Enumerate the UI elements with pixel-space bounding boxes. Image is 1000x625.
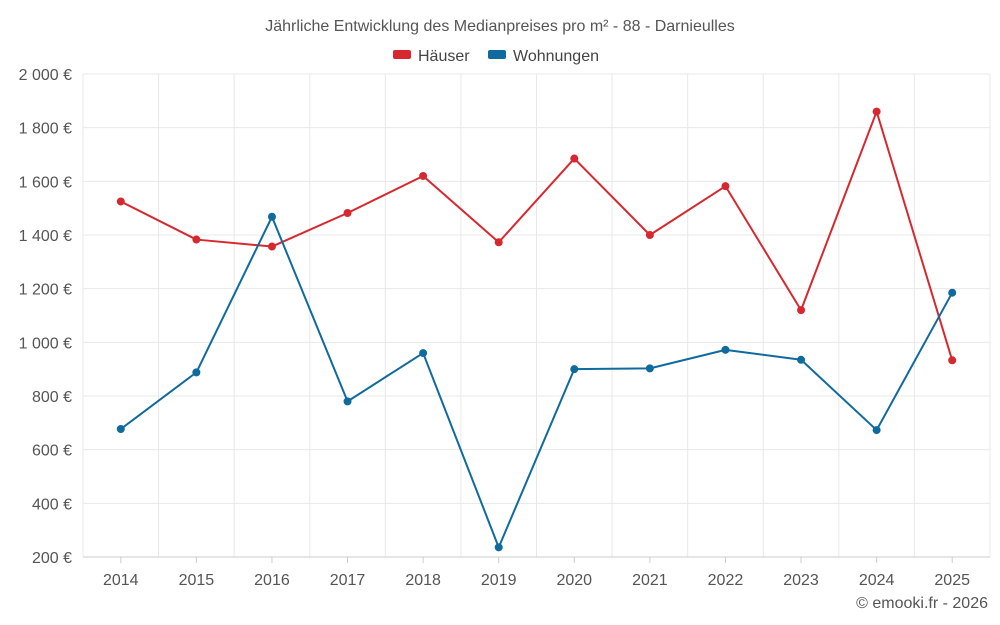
grid [82, 73, 991, 557]
data-point-wohnungen [192, 368, 201, 377]
x-axis: 2014 2015 2016 2017 2018 2019 2020 2021 2022 2023… [83, 556, 990, 589]
legend-swatch-wohnungen [488, 50, 506, 59]
series-group [116, 107, 957, 552]
data-point-haeuser [343, 208, 352, 217]
chart-title: Jährliche Entwicklung des Medianpreises … [265, 18, 735, 35]
data-point-haeuser [721, 182, 730, 191]
data-point-wohnungen [570, 365, 579, 374]
data-point-haeuser [419, 171, 428, 180]
y-tick-label: 1 400 € [19, 228, 72, 245]
data-point-wohnungen [797, 355, 806, 364]
legend-label-haeuser: Häuser [418, 48, 470, 65]
data-point-wohnungen [872, 426, 881, 435]
data-point-wohnungen [948, 288, 957, 297]
y-tick-label: 1 000 € [19, 335, 72, 352]
y-tick-label: 200 € [32, 550, 72, 567]
x-tick-label: 2024 [859, 572, 895, 589]
x-tick-label: 2017 [330, 572, 366, 589]
data-point-haeuser [797, 306, 806, 315]
x-tick-label: 2023 [783, 572, 819, 589]
data-point-haeuser [192, 235, 201, 244]
data-point-wohnungen [494, 543, 503, 552]
y-tick-label: 1 200 € [19, 282, 72, 299]
x-tick-label: 2021 [632, 572, 668, 589]
series-line-wohnungen [120, 215, 954, 549]
y-tick-label: 600 € [32, 443, 72, 460]
data-point-haeuser [948, 356, 957, 365]
x-tick-label: 2020 [556, 572, 592, 589]
data-point-haeuser [494, 238, 503, 247]
y-tick-label: 2 000 € [19, 67, 72, 84]
data-point-haeuser [570, 154, 579, 163]
x-tick-label: 2025 [934, 572, 970, 589]
data-point-haeuser [267, 242, 276, 251]
legend-swatch-haeuser [393, 50, 411, 59]
series-line-haeuser [120, 110, 954, 361]
y-tick-label: 400 € [32, 496, 72, 513]
data-point-haeuser [645, 231, 654, 239]
x-tick-label: 2016 [254, 572, 290, 589]
data-point-wohnungen [267, 212, 276, 221]
data-point-wohnungen [343, 397, 352, 406]
credit-text: © emooki.fr - 2026 [856, 595, 988, 612]
data-point-haeuser [116, 197, 125, 206]
x-tick-label: 2022 [708, 572, 744, 589]
x-tick-label: 2015 [179, 572, 215, 589]
data-point-wohnungen [419, 349, 428, 358]
x-tick-label: 2018 [405, 572, 441, 589]
y-tick-label: 1 800 € [19, 121, 72, 138]
x-tick-label: 2014 [103, 572, 139, 589]
x-tick-label: 2019 [481, 572, 517, 589]
data-point-haeuser [872, 107, 881, 116]
data-point-wohnungen [116, 425, 125, 434]
y-tick-label: 800 € [32, 389, 72, 406]
y-tick-label: 1 600 € [19, 174, 72, 191]
legend-label-wohnungen: Wohnungen [513, 48, 599, 65]
data-point-wohnungen [645, 364, 654, 373]
y-axis: 200 € 400 € 600 € 800 € 1 000 € 1 200 € 1 400 … [19, 67, 72, 567]
legend: Häuser Wohnungen [393, 48, 599, 65]
data-point-wohnungen [721, 345, 730, 354]
